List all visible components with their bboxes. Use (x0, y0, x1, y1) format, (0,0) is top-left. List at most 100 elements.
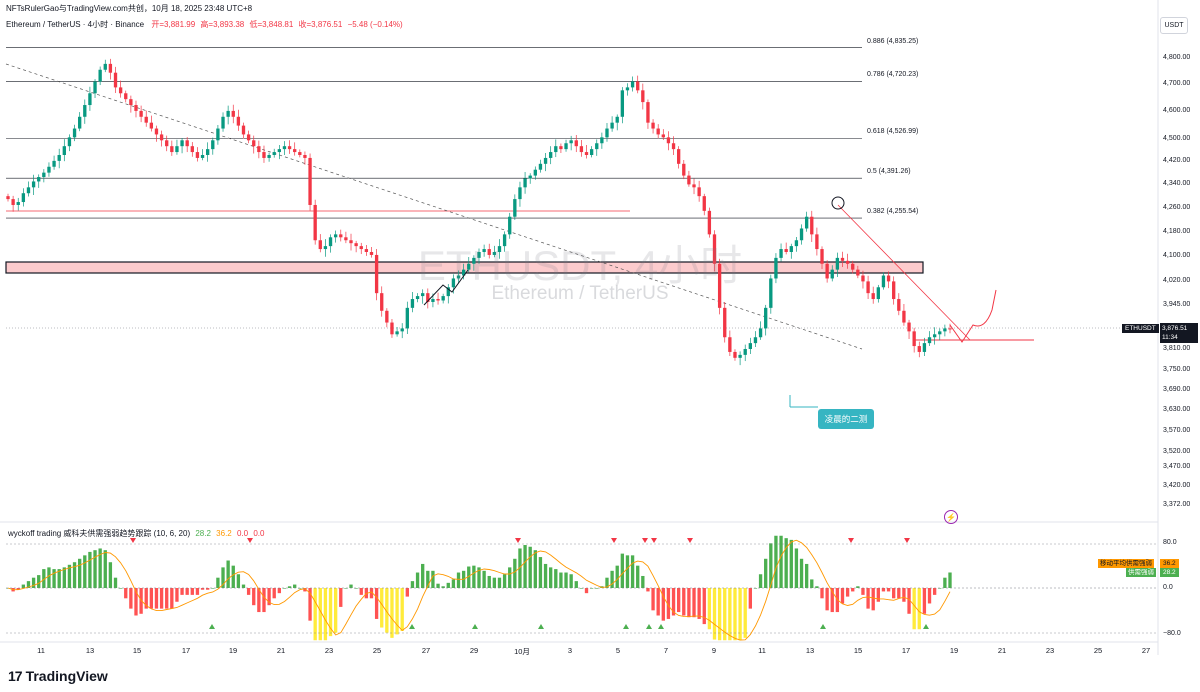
candle-body[interactable] (559, 146, 563, 150)
candle-body[interactable] (523, 178, 527, 188)
candle-body[interactable] (170, 146, 174, 153)
candle-body[interactable] (630, 81, 635, 88)
candle-body[interactable] (676, 149, 681, 164)
candle-body[interactable] (636, 81, 640, 91)
candle-body[interactable] (277, 149, 282, 153)
candle-body[interactable] (216, 128, 220, 141)
candle-body[interactable] (866, 281, 870, 294)
candle-body[interactable] (692, 184, 696, 188)
candle-body[interactable] (390, 322, 394, 335)
candle-body[interactable] (344, 237, 348, 241)
candle-body[interactable] (436, 299, 440, 301)
candle-body[interactable] (871, 293, 875, 300)
candle-body[interactable] (589, 149, 594, 155)
candle-body[interactable] (579, 146, 584, 153)
candle-body[interactable] (180, 140, 184, 147)
candle-body[interactable] (881, 275, 886, 288)
candle-body[interactable] (738, 354, 742, 358)
candle-body[interactable] (103, 63, 107, 70)
candle-body[interactable] (93, 81, 97, 94)
candle-body[interactable] (159, 134, 164, 141)
candle-body[interactable] (779, 249, 783, 258)
lightning-icon[interactable]: ⚡ (944, 510, 958, 524)
candle-body[interactable] (272, 152, 276, 155)
candle-body[interactable] (620, 90, 625, 117)
candle-body[interactable] (723, 307, 727, 338)
candle-body[interactable] (287, 146, 292, 150)
candle-body[interactable] (799, 228, 804, 241)
candle-body[interactable] (518, 187, 522, 200)
candle-body[interactable] (497, 246, 502, 252)
candle-body[interactable] (236, 116, 241, 126)
candle-body[interactable] (369, 252, 374, 255)
candle-body[interactable] (37, 177, 41, 182)
candle-body[interactable] (948, 328, 952, 330)
candle-body[interactable] (139, 110, 143, 117)
candle-body[interactable] (421, 293, 425, 297)
candle-body[interactable] (487, 249, 491, 255)
candle-body[interactable] (318, 240, 322, 250)
candle-body[interactable] (646, 102, 650, 123)
candle-body[interactable] (917, 346, 921, 352)
candle-body[interactable] (835, 257, 840, 270)
candle-body[interactable] (262, 152, 266, 158)
candle-body[interactable] (323, 246, 328, 250)
candle-body[interactable] (456, 275, 461, 279)
candle-body[interactable] (108, 63, 113, 73)
candle-body[interactable] (477, 252, 481, 258)
candle-body[interactable] (303, 155, 307, 158)
candle-body[interactable] (605, 128, 609, 138)
candle-body[interactable] (149, 122, 154, 129)
candle-body[interactable] (410, 299, 415, 308)
candle-body[interactable] (257, 146, 261, 153)
candle-body[interactable] (6, 196, 10, 200)
candle-body[interactable] (794, 240, 799, 247)
candle-body[interactable] (922, 343, 927, 352)
candle-body[interactable] (83, 105, 87, 117)
candle-body[interactable] (175, 146, 179, 153)
candle-body[interactable] (574, 140, 578, 147)
candle-body[interactable] (385, 310, 389, 323)
candle-body[interactable] (333, 234, 338, 238)
candle-body[interactable] (221, 116, 225, 129)
candle-body[interactable] (784, 249, 788, 252)
candle-body[interactable] (52, 160, 56, 167)
candle-body[interactable] (226, 110, 230, 117)
candle-body[interactable] (748, 343, 753, 349)
candle-body[interactable] (26, 187, 31, 194)
candle-body[interactable] (113, 72, 118, 88)
candle-body[interactable] (943, 328, 947, 332)
tradingview-logo[interactable]: 17 TradingView (8, 668, 108, 684)
candle-body[interactable] (67, 137, 72, 147)
candle-body[interactable] (441, 296, 445, 301)
candle-body[interactable] (804, 216, 809, 229)
candle-body[interactable] (467, 263, 471, 270)
candle-body[interactable] (682, 163, 686, 176)
candle-body[interactable] (912, 331, 916, 347)
candle-body[interactable] (129, 99, 133, 106)
candle-body[interactable] (687, 175, 691, 185)
candle-body[interactable] (57, 155, 61, 161)
candle-body[interactable] (815, 234, 819, 250)
candle-body[interactable] (584, 152, 589, 155)
candle-body[interactable] (205, 149, 210, 155)
candle-body[interactable] (118, 87, 123, 94)
callout-label[interactable]: 凌晨的二测 (818, 409, 874, 429)
candle-body[interactable] (666, 137, 671, 144)
candle-body[interactable] (712, 234, 717, 264)
candle-body[interactable] (876, 287, 880, 300)
candle-body[interactable] (902, 310, 906, 323)
candle-body[interactable] (200, 155, 205, 158)
candle-body[interactable] (820, 249, 824, 264)
candle-body[interactable] (825, 263, 829, 279)
candle-body[interactable] (349, 240, 353, 244)
candle-body[interactable] (932, 334, 937, 338)
candle-body[interactable] (380, 293, 384, 311)
candle-body[interactable] (339, 234, 343, 238)
candle-body[interactable] (134, 105, 138, 111)
indicator-title[interactable]: wyckoff trading 威科夫供需强弱趋势跟踪 (10, 6, 20) … (8, 528, 264, 539)
candle-body[interactable] (98, 69, 102, 82)
candle-body[interactable] (446, 287, 450, 297)
candle-body[interactable] (610, 122, 614, 129)
